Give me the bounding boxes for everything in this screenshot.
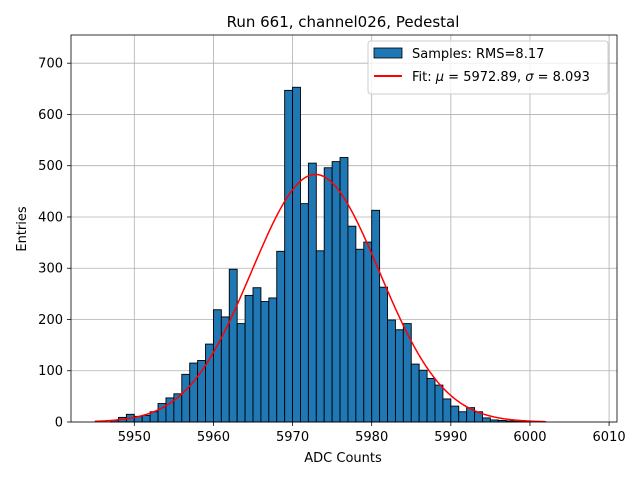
- legend-fit-label: Fit: μ = 5972.89, σ = 8.093: [412, 70, 590, 85]
- histogram-bar: [292, 86, 301, 423]
- histogram-bar: [331, 161, 341, 423]
- y-axis-label: Entries: [15, 206, 30, 252]
- histogram-bar: [315, 250, 325, 423]
- histogram-bar: [307, 162, 317, 423]
- histogram-bar: [252, 287, 262, 423]
- histogram-bar: [236, 323, 246, 423]
- histogram-bar: [189, 362, 199, 423]
- axis-ticks: 5950 5960 5970 5980 5990 6000 6010 0 100 200 300 40…: [38, 57, 625, 445]
- y-tick-label: 0: [55, 416, 63, 431]
- legend-fit-sigma-value: = 8.093: [533, 70, 589, 85]
- y-tick-label: 600: [38, 108, 63, 123]
- chart-title: Run 661, channel026, Pedestal: [227, 13, 460, 31]
- histogram-bar: [268, 297, 278, 423]
- y-tick-label: 700: [38, 57, 63, 72]
- x-tick-label: 5960: [197, 430, 230, 445]
- histogram-bar: [379, 286, 388, 423]
- histogram-bar: [197, 360, 206, 423]
- legend-fit-sigma-symbol: σ: [525, 70, 534, 85]
- histogram-bar: [228, 268, 238, 423]
- x-tick-label: 5950: [118, 430, 151, 445]
- fit-curve: [94, 173, 546, 423]
- histogram-bar: [220, 316, 230, 423]
- histogram-bar: [410, 363, 420, 423]
- x-tick-label: 5970: [276, 430, 309, 445]
- histogram-bar: [482, 417, 491, 423]
- histogram-bar: [426, 377, 436, 423]
- histogram-bar: [387, 319, 396, 423]
- x-tick-label: 6000: [513, 430, 546, 445]
- histogram-bar: [450, 405, 460, 423]
- histogram-bar: [141, 414, 151, 423]
- histogram-bar: [347, 225, 357, 423]
- histogram-bar: [394, 329, 404, 423]
- x-tick-label: 5990: [434, 430, 467, 445]
- histogram-bar: [276, 250, 286, 423]
- y-tick-label: 100: [38, 364, 63, 379]
- histogram-bar: [212, 309, 222, 423]
- histogram-bar: [371, 209, 381, 423]
- legend: Samples: RMS=8.17 Fit: μ = 5972.89, σ = …: [367, 40, 609, 95]
- legend-fit-mu-value: = 5972.89,: [444, 70, 525, 85]
- legend-histogram-swatch: [373, 47, 403, 59]
- legend-histogram-label: Samples: RMS=8.17: [412, 47, 544, 62]
- histogram-bar: [418, 369, 428, 423]
- y-tick-label: 500: [38, 159, 63, 174]
- y-tick-label: 200: [38, 313, 63, 328]
- plot-frame: [70, 34, 618, 423]
- histogram-bar: [442, 398, 452, 423]
- histogram-bar: [244, 294, 254, 423]
- legend-box: [367, 40, 609, 95]
- x-tick-label: 5980: [355, 430, 388, 445]
- histogram-bar: [458, 411, 468, 423]
- histogram-bar: [284, 89, 294, 423]
- legend-fit-prefix: Fit:: [412, 70, 436, 85]
- histogram-bar: [300, 203, 309, 423]
- x-axis-label: ADC Counts: [304, 451, 382, 466]
- histogram-bar: [260, 301, 270, 423]
- y-tick-label: 300: [38, 262, 63, 277]
- legend-fit-mu-symbol: μ: [435, 70, 444, 85]
- histogram-bar: [355, 248, 365, 423]
- histogram-bar: [434, 384, 444, 423]
- histogram-bar: [181, 373, 191, 423]
- histogram-bar: [323, 167, 333, 423]
- histogram-bar: [363, 241, 373, 423]
- x-tick-label: 6010: [593, 430, 626, 445]
- y-tick-label: 400: [38, 210, 63, 225]
